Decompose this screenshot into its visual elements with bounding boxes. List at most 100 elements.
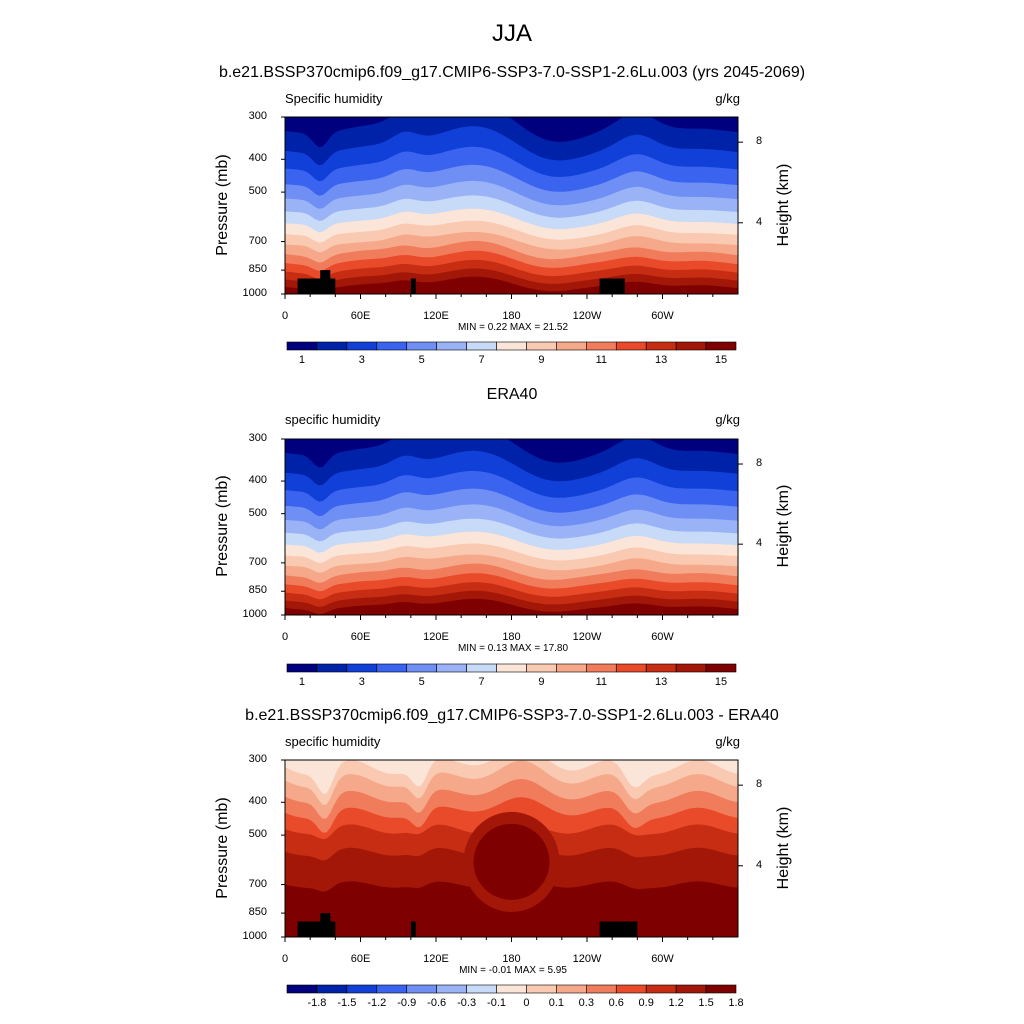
lon-tick-label: 60W (651, 631, 674, 643)
lon-tick-label: 120E (423, 631, 449, 643)
colorbar-label: 0.3 (578, 997, 594, 1009)
colorbar-label: 0.6 (608, 997, 624, 1009)
colorbar-swatch (496, 984, 527, 994)
colorbar-swatch (316, 663, 348, 673)
colorbar-swatch (526, 984, 557, 994)
colorbar-swatch (406, 341, 437, 351)
lon-tick-label: 0 (281, 953, 289, 965)
pressure-tick-label: 300 (248, 432, 267, 444)
panel-3-axes (281, 759, 743, 942)
pressure-tick-label: 500 (248, 506, 267, 519)
colorbar-swatch (466, 663, 497, 673)
colorbar-label: -0.3 (457, 997, 477, 1009)
colorbar-swatch (286, 984, 318, 994)
topography-block (410, 921, 416, 937)
height-tick-label: 8 (756, 457, 763, 470)
panel-1-contours (285, 117, 738, 294)
colorbar-swatch (705, 341, 737, 351)
colorbar-swatch (586, 341, 617, 351)
colorbar-swatch (286, 341, 318, 351)
colorbar-label: 9 (538, 354, 545, 366)
panel-3-left-string: specific humidity (285, 734, 381, 749)
height-tick-label: 8 (756, 778, 763, 791)
colorbar-swatch (586, 984, 617, 994)
pressure-tick-label: 850 (248, 263, 267, 276)
pressure-tick-label: 700 (248, 877, 267, 890)
colorbar-swatch (466, 341, 497, 351)
lon-tick-label: 120W (572, 953, 602, 965)
colorbar-swatch (496, 663, 527, 673)
panel-2-units: g/kg (715, 412, 740, 427)
colorbar-swatch (645, 663, 677, 673)
colorbar-swatch (466, 984, 497, 994)
colorbar-swatch (645, 341, 677, 351)
panel-3-units: g/kg (715, 734, 740, 749)
colorbar-label: 13 (655, 676, 668, 688)
lon-tick-label: 60E (350, 631, 371, 643)
lon-tick-label: 60E (350, 310, 371, 322)
colorbar-swatch (556, 663, 587, 673)
figure-title: JJA (491, 20, 532, 47)
colorbar-swatch (615, 984, 647, 994)
colorbar-label: -1.5 (337, 997, 357, 1009)
height-tick-label: 4 (756, 215, 763, 228)
colorbar-swatch (316, 341, 348, 351)
pressure-tick-label: 850 (248, 584, 267, 597)
colorbar-label: 3 (358, 354, 365, 366)
lon-tick-label: 120W (572, 310, 602, 322)
colorbar-swatch (675, 341, 707, 351)
lon-tick-label: 180 (502, 631, 521, 643)
panel-2-contours (285, 439, 738, 615)
colorbar-swatch (406, 984, 437, 994)
colorbar-swatch (376, 341, 408, 351)
colorbar-label: 9 (538, 676, 545, 688)
topography-block (599, 921, 638, 937)
panel-1-units: g/kg (715, 91, 740, 106)
height-tick-label: 8 (756, 135, 763, 148)
colorbar-swatch (705, 663, 737, 673)
colorbar-label: 5 (418, 676, 425, 688)
height-tick-label: 4 (756, 537, 763, 550)
pressure-tick-label: 700 (248, 555, 267, 568)
lon-tick-label: 120E (423, 310, 449, 322)
pressure-tick-label: 1000 (242, 930, 267, 942)
colorbar-label: 1.5 (698, 997, 714, 1009)
pressure-tick-label: 700 (248, 234, 267, 247)
pressure-tick-label: 500 (248, 828, 267, 841)
colorbar-swatch (645, 984, 677, 994)
colorbar-swatch (376, 663, 408, 673)
colorbar-label: -0.6 (427, 997, 447, 1009)
panel-3-pacific-blob-inner (473, 823, 550, 900)
colorbar-label: 5 (418, 354, 425, 366)
colorbar-swatch (615, 341, 647, 351)
colorbar-swatch (346, 663, 378, 673)
colorbar-swatch (675, 663, 707, 673)
pressure-tick-label: 500 (248, 185, 267, 198)
colorbar-label: 15 (714, 676, 728, 688)
colorbar-label: 7 (478, 354, 485, 366)
colorbar-label: 13 (655, 354, 668, 366)
panel-1-topography (297, 270, 625, 294)
lon-tick-label: 0 (281, 631, 289, 643)
colorbar-swatch (436, 663, 467, 673)
pressure-tick-label: 1000 (242, 287, 267, 299)
colorbar-label: 0.1 (548, 997, 565, 1009)
pressure-tick-label: 400 (248, 474, 267, 487)
colorbar-swatch (346, 341, 378, 351)
colorbar-label: -1.8 (307, 997, 327, 1009)
lon-tick-label: 60E (350, 953, 371, 965)
pressure-tick-label: 300 (248, 110, 267, 122)
panel-2-band-14 (285, 598, 738, 615)
panel-3-contours (285, 760, 738, 937)
topography-block (410, 278, 416, 294)
lon-tick-label: 180 (502, 953, 521, 965)
colorbar-label: 3 (358, 676, 365, 688)
panel-3-title: b.e21.BSSP370cmip6.f09_g17.CMIP6-SSP3-7.… (245, 707, 779, 724)
colorbar-label: 0 (523, 997, 530, 1009)
pressure-tick-label: 850 (248, 906, 267, 919)
panel-2-colorbar (286, 663, 737, 673)
colorbar-label: 7 (478, 676, 485, 688)
topography-block (320, 270, 331, 294)
panel-2-title: ERA40 (486, 386, 538, 403)
